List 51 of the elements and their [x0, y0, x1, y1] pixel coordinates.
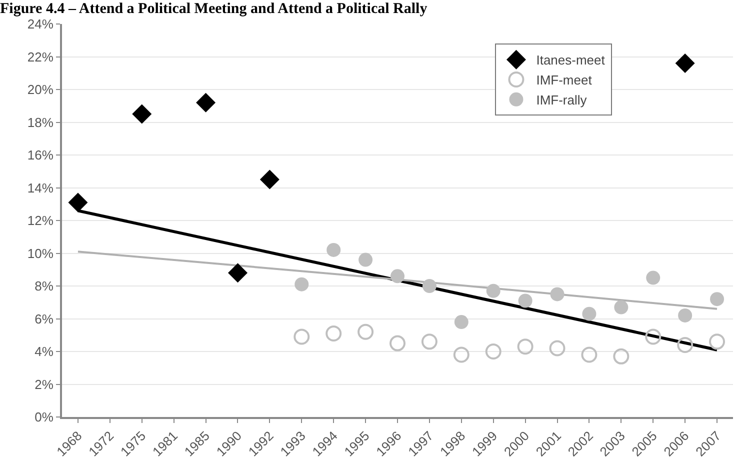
legend-label: IMF-meet	[536, 72, 592, 88]
y-tick-label: 12%	[27, 213, 54, 228]
point	[132, 104, 152, 124]
chart-title: Figure 4.4 – Attend a Political Meeting and Attend a Political Rally	[0, 0, 428, 17]
point	[196, 92, 216, 112]
y-tick-label: 24%	[27, 16, 54, 32]
point	[614, 300, 628, 314]
point	[678, 308, 692, 322]
point	[294, 328, 310, 345]
point	[710, 292, 724, 306]
point	[326, 242, 341, 257]
y-tick-label: 8%	[34, 278, 54, 294]
y-tick-label: 22%	[27, 49, 54, 64]
point	[646, 270, 660, 285]
point	[582, 306, 596, 321]
point	[485, 344, 502, 360]
point	[613, 348, 630, 364]
point	[454, 315, 468, 330]
point	[421, 334, 438, 350]
point	[228, 263, 248, 283]
y-tick-label: 14%	[27, 180, 54, 196]
legend-label: Itanes-meet	[536, 52, 606, 68]
point	[645, 328, 662, 345]
point	[581, 346, 598, 363]
point	[453, 346, 470, 363]
point	[549, 340, 566, 356]
point	[677, 336, 694, 353]
y-tick-label: 2%	[34, 376, 54, 392]
legend-label: IMF-rally	[536, 92, 588, 108]
point	[675, 54, 695, 74]
point	[68, 192, 88, 212]
point	[358, 252, 373, 267]
point	[390, 269, 404, 284]
y-tick-label: 4%	[34, 344, 54, 360]
point	[326, 325, 342, 342]
point	[422, 279, 436, 293]
y-tick-label: 20%	[27, 82, 54, 98]
point	[518, 294, 532, 308]
point	[390, 335, 406, 352]
point	[517, 338, 534, 355]
point	[550, 287, 564, 302]
y-tick-label: 10%	[27, 246, 54, 261]
point	[260, 170, 280, 190]
point	[486, 284, 500, 298]
point	[709, 334, 726, 350]
y-tick-label: 6%	[34, 311, 54, 326]
y-tick-label: 16%	[27, 148, 54, 163]
point	[358, 324, 374, 340]
point	[294, 277, 309, 292]
y-tick-label: 18%	[27, 114, 54, 130]
y-tick-label: 0%	[34, 410, 54, 425]
